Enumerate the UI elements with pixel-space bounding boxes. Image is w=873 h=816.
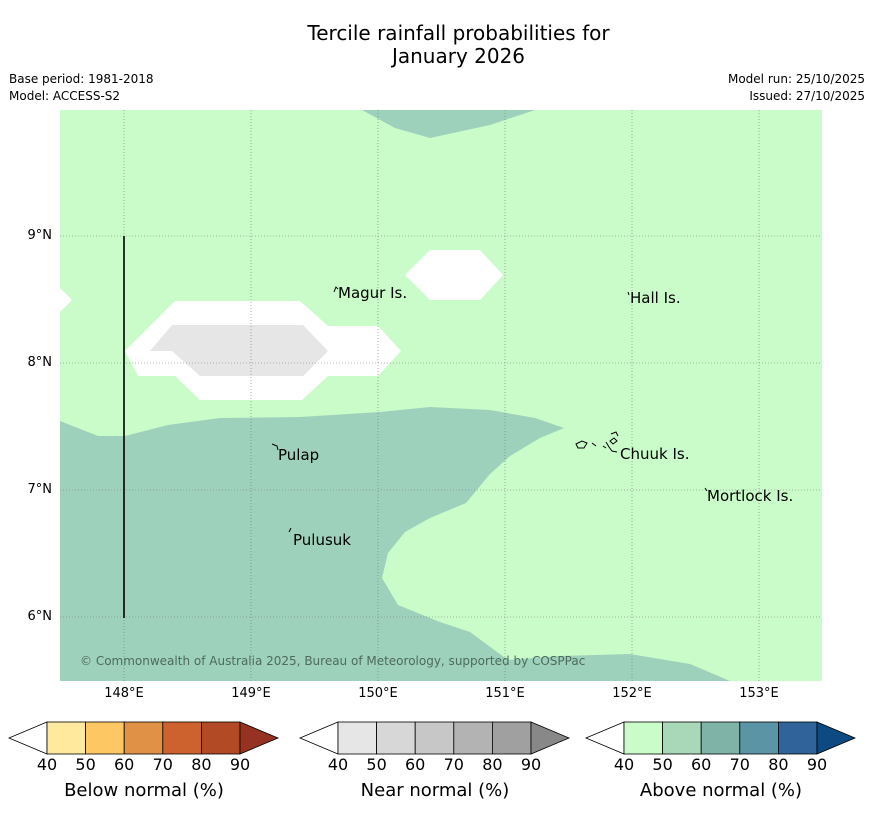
legend-near-tick: 40 [327, 755, 349, 774]
lon-tick-149e: 149°E [231, 686, 271, 701]
place-pulusuk: Pulusuk [293, 531, 351, 549]
legend-below-swatch [162, 721, 202, 755]
legend-below-tick: 50 [75, 755, 96, 774]
legend-below-tick: 80 [191, 755, 212, 774]
region-near-40-50-north [405, 250, 503, 300]
issued-date: Issued: 27/10/2025 [749, 89, 865, 103]
gridlines [60, 110, 822, 681]
lon-tick-148e: 148°E [104, 686, 144, 701]
place-magur: Magur Is. [338, 284, 408, 302]
legend-below-tick: 40 [36, 755, 58, 774]
legend-above-tick: 90 [806, 755, 828, 774]
legend-near-swatch [376, 721, 416, 755]
colorbars [7, 721, 857, 755]
legend-near-swatch [414, 721, 455, 755]
legend-below-swatch [85, 721, 125, 755]
lat-tick-9n: 9°N [27, 228, 53, 243]
legend-near-min-arrow [298, 721, 339, 755]
legend-above-tick: 50 [652, 755, 673, 774]
meta-left: Base period: 1981-2018 Model: ACCESS-S2 [9, 71, 154, 105]
lon-tick-152e: 152°E [612, 686, 652, 701]
place-pulap: Pulap [278, 446, 320, 464]
legend-below-swatch [200, 721, 241, 755]
lon-tick-150e: 150°E [358, 686, 398, 701]
legend-near-swatch [337, 721, 377, 755]
base-period: Base period: 1981-2018 [9, 72, 154, 86]
legend-above-swatch [739, 721, 779, 755]
place-hall: Hall Is. [630, 289, 681, 307]
legend-above-swatch [778, 721, 818, 755]
legend-above-tick: 40 [613, 755, 635, 774]
place-chuuk: Chuuk Is. [620, 445, 690, 463]
legend-near-swatch [453, 721, 493, 755]
legend-near-tick: 60 [405, 755, 426, 774]
legend-near-max-arrow [530, 721, 571, 755]
lat-tick-7n: 7°N [27, 482, 53, 497]
region-above-50-60-north [362, 110, 535, 138]
lon-tick-153e: 153°E [739, 686, 779, 701]
legend-above-min-arrow [584, 721, 625, 755]
model-name: Model: ACCESS-S2 [9, 89, 121, 103]
legend-near-tick: 70 [443, 755, 464, 774]
legend-above-tick: 60 [691, 755, 712, 774]
place-mortlock: Mortlock Is. [707, 487, 794, 505]
chart-title: Tercile rainfall probabilities for Janua… [0, 22, 873, 68]
legend-below-max-arrow [239, 721, 280, 755]
legend-above-tick: 80 [768, 755, 789, 774]
legend-below-tick: 90 [229, 755, 251, 774]
model-run: Model run: 25/10/2025 [727, 72, 865, 86]
legend-near-tick: 90 [520, 755, 542, 774]
legend-near-label: Near normal (%) [360, 780, 510, 801]
legend-above-label: Above normal (%) [639, 780, 803, 801]
legend-below-label: Below normal (%) [64, 780, 224, 801]
legend-above-swatch [623, 721, 663, 755]
legend-above-tick: 70 [729, 755, 750, 774]
legend-below-min-arrow [7, 721, 48, 755]
region-near-40-50-edge [60, 288, 72, 312]
map-svg [60, 110, 822, 681]
legend-near-swatch [491, 721, 532, 755]
legend-below-tick: 70 [152, 755, 173, 774]
map-panel[interactable] [60, 110, 822, 681]
legend-below-swatch [123, 721, 164, 755]
meta-right: Model run: 25/10/2025 Issued: 27/10/2025 [728, 71, 865, 105]
legend-above-max-arrow [816, 721, 857, 755]
legend-near-tick: 80 [482, 755, 503, 774]
island-markers [271, 286, 708, 533]
legend-below-swatch [46, 721, 86, 755]
lat-tick-6n: 6°N [27, 609, 53, 624]
lon-tick-151e: 151°E [485, 686, 525, 701]
title-line-2: January 2026 [391, 44, 526, 68]
legend-above-swatch [662, 721, 702, 755]
copyright-notice: © Commonwealth of Australia 2025, Bureau… [80, 654, 586, 668]
legend-above-swatch [700, 721, 741, 755]
region-near-50-60 [150, 325, 328, 376]
legend-near-tick: 50 [366, 755, 387, 774]
title-line-1: Tercile rainfall probabilities for [307, 21, 610, 45]
legend-below-tick: 60 [114, 755, 135, 774]
region-above-50-60-south [60, 407, 730, 681]
lat-tick-8n: 8°N [27, 355, 53, 370]
